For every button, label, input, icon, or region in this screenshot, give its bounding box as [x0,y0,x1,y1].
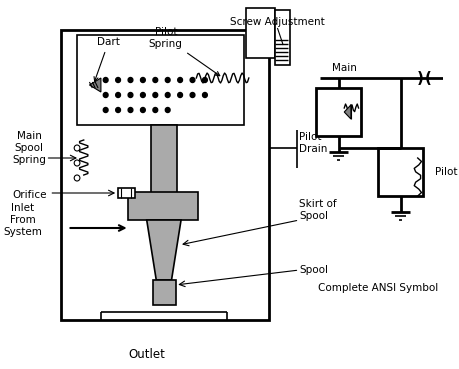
Text: Screw Adjustment: Screw Adjustment [230,17,325,27]
Polygon shape [90,78,101,92]
Text: Skirt of
Spool: Skirt of Spool [299,199,337,221]
Polygon shape [344,105,351,119]
Circle shape [178,93,183,97]
Circle shape [140,107,146,113]
Text: Pilot
Spring: Pilot Spring [149,27,220,76]
Circle shape [116,93,120,97]
Bar [151,125,177,195]
Text: Complete ANSI Symbol: Complete ANSI Symbol [318,283,438,293]
Text: Main
Spool
Spring: Main Spool Spring [12,131,46,165]
Text: (: ( [425,70,431,86]
Circle shape [128,93,133,97]
Polygon shape [147,220,181,280]
Bar [378,148,424,196]
Bar [61,30,269,320]
Bar [274,10,290,65]
Circle shape [202,93,207,97]
Circle shape [190,77,195,83]
Circle shape [190,93,195,97]
Text: Inlet
From
System: Inlet From System [3,203,42,237]
Bar [77,35,244,125]
Circle shape [178,77,183,83]
Circle shape [116,77,120,83]
Circle shape [103,93,108,97]
Bar [118,188,135,198]
Circle shape [202,77,207,83]
Text: ): ) [417,70,424,86]
Circle shape [103,77,108,83]
Circle shape [116,107,120,113]
Text: Pilot: Pilot [435,167,457,177]
Circle shape [74,175,80,181]
Text: Orifice: Orifice [12,190,47,200]
Circle shape [74,160,80,166]
Circle shape [103,107,108,113]
Text: Pilot
Drain: Pilot Drain [299,132,328,154]
Circle shape [153,77,158,83]
Circle shape [153,93,158,97]
Bar [316,88,361,136]
Circle shape [128,77,133,83]
Circle shape [165,107,170,113]
Circle shape [140,93,146,97]
Bar [153,280,176,305]
Text: Dart: Dart [94,37,120,81]
Bar [246,8,274,58]
Text: Outlet: Outlet [128,348,165,362]
Text: Spool: Spool [299,265,328,275]
Text: Main: Main [332,63,357,73]
Circle shape [140,77,146,83]
Bar [128,192,198,220]
Circle shape [165,77,170,83]
Circle shape [74,145,80,151]
Circle shape [128,107,133,113]
Circle shape [165,93,170,97]
Circle shape [153,107,158,113]
